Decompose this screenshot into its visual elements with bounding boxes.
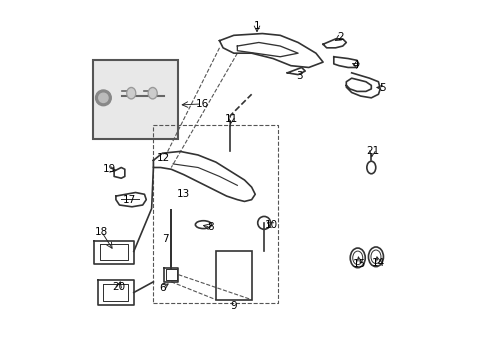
Text: 19: 19 bbox=[102, 164, 116, 174]
Text: 3: 3 bbox=[296, 71, 303, 81]
Text: 9: 9 bbox=[230, 301, 237, 311]
Circle shape bbox=[95, 90, 111, 106]
Text: 21: 21 bbox=[365, 147, 378, 157]
Text: 17: 17 bbox=[122, 195, 136, 204]
Text: 13: 13 bbox=[177, 189, 190, 199]
Bar bbox=[93, 60, 178, 139]
Text: 11: 11 bbox=[224, 114, 238, 124]
Text: 12: 12 bbox=[156, 153, 169, 163]
Text: 6: 6 bbox=[159, 283, 165, 293]
Text: 14: 14 bbox=[371, 258, 384, 268]
Text: 15: 15 bbox=[352, 259, 366, 269]
Ellipse shape bbox=[126, 87, 136, 99]
Text: 8: 8 bbox=[207, 222, 213, 232]
Ellipse shape bbox=[128, 89, 134, 98]
Text: 10: 10 bbox=[264, 220, 277, 230]
Text: 4: 4 bbox=[352, 60, 359, 70]
Text: 16: 16 bbox=[195, 99, 208, 109]
Text: 7: 7 bbox=[163, 234, 169, 244]
Circle shape bbox=[99, 93, 108, 103]
Text: 20: 20 bbox=[112, 282, 125, 292]
Ellipse shape bbox=[149, 89, 156, 98]
Text: 5: 5 bbox=[378, 83, 385, 93]
Text: 2: 2 bbox=[337, 32, 344, 42]
Ellipse shape bbox=[148, 87, 157, 99]
Text: 1: 1 bbox=[253, 21, 260, 31]
Text: 18: 18 bbox=[95, 227, 108, 237]
Bar bbox=[216, 251, 251, 300]
